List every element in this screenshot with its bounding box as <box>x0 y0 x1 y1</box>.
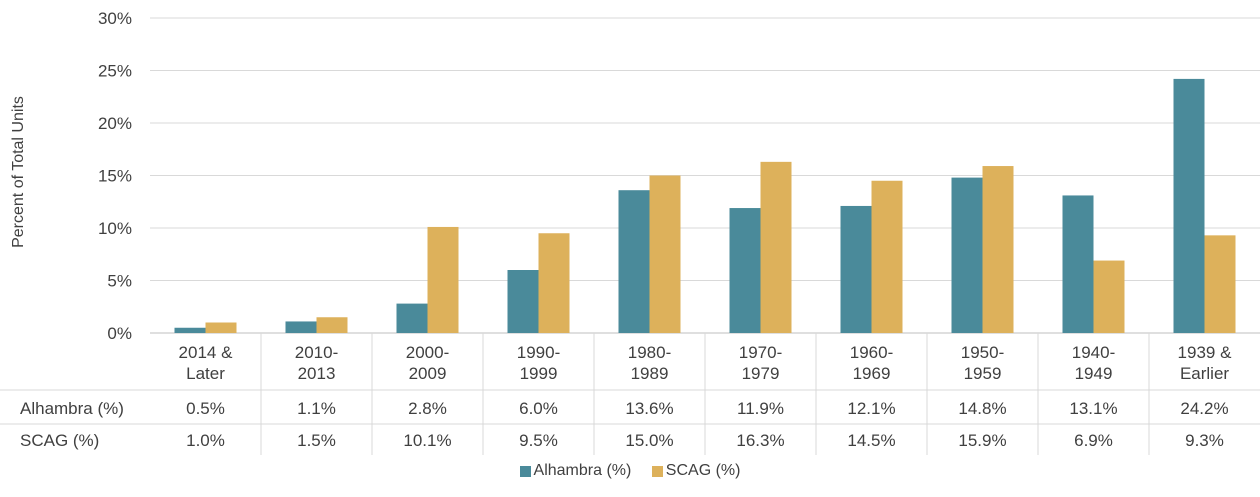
data-label: 2.8% <box>408 399 447 418</box>
x-tick-label: 1960- <box>850 343 893 362</box>
data-label: 9.5% <box>519 431 558 450</box>
bar-alhambra <box>840 205 872 333</box>
bars <box>174 78 1236 334</box>
bar-alhambra <box>1062 195 1094 333</box>
legend: Alhambra (%) SCAG (%) <box>0 462 1260 482</box>
y-tick-label: 30% <box>98 9 132 28</box>
x-tick-label: Earlier <box>1180 364 1229 383</box>
y-tick-label: 15% <box>98 167 132 186</box>
data-label: 24.2% <box>1180 399 1228 418</box>
x-tick-label: 1979 <box>742 364 780 383</box>
bar-scag <box>316 317 348 333</box>
x-tick-label: 2000- <box>406 343 449 362</box>
legend-swatch-scag <box>651 465 663 477</box>
x-tick-label: 1990- <box>517 343 560 362</box>
gridlines <box>150 17 1260 334</box>
data-label: 15.0% <box>625 431 673 450</box>
data-label: 0.5% <box>186 399 225 418</box>
y-tick-label: 25% <box>98 62 132 81</box>
x-tick-label: 1950- <box>961 343 1004 362</box>
data-label: 13.1% <box>1069 399 1117 418</box>
y-tick-label: 10% <box>98 219 132 238</box>
legend-item-scag: SCAG (%) <box>651 462 741 480</box>
y-axis-ticks: 0% 5% 10% 15% 20% 25% 30% <box>98 9 132 343</box>
data-label: 1.0% <box>186 431 225 450</box>
bar-scag <box>427 226 459 333</box>
x-tick-label: 2014 & <box>179 343 234 362</box>
chart: 0% 5% 10% 15% 20% 25% 30% Percent of Total Uni… <box>0 9 1260 455</box>
y-tick-label: 5% <box>107 272 132 291</box>
data-label: 6.0% <box>519 399 558 418</box>
y-tick-label: 0% <box>107 324 132 343</box>
table-row-label: SCAG (%) <box>20 431 99 450</box>
bar-scag <box>982 166 1014 333</box>
bar-scag <box>538 233 570 333</box>
legend-label-alhambra: Alhambra (%) <box>533 462 632 479</box>
bar-alhambra <box>507 270 539 333</box>
data-label: 1.1% <box>297 399 336 418</box>
bar-alhambra <box>396 303 428 333</box>
x-tick-label: 1939 & <box>1178 343 1233 362</box>
bar-alhambra <box>618 190 650 333</box>
bar-alhambra <box>729 208 761 333</box>
bar-alhambra <box>174 327 206 333</box>
bar-alhambra <box>951 177 983 333</box>
bar-scag <box>760 161 792 333</box>
data-label: 6.9% <box>1074 431 1113 450</box>
bar-scag <box>871 180 903 333</box>
x-tick-label: 1970- <box>739 343 782 362</box>
x-tick-label: 1999 <box>520 364 558 383</box>
data-table: 2014 & Later 2010- 2013 2000- 2009 1990- 1999 19… <box>0 333 1260 455</box>
y-axis-label: Percent of Total Units <box>10 96 27 248</box>
x-tick-label: 1940- <box>1072 343 1115 362</box>
y-tick-label: 20% <box>98 114 132 133</box>
data-label: 10.1% <box>403 431 451 450</box>
x-tick-label: 1969 <box>853 364 891 383</box>
x-tick-label: 2009 <box>409 364 447 383</box>
table-row-label: Alhambra (%) <box>20 399 124 418</box>
x-tick-label: 1980- <box>628 343 671 362</box>
data-label: 14.5% <box>847 431 895 450</box>
x-tick-label: 1959 <box>964 364 1002 383</box>
x-tick-label: 1949 <box>1075 364 1113 383</box>
legend-label-scag: SCAG (%) <box>665 462 741 479</box>
bar-scag <box>649 175 681 333</box>
legend-swatch-alhambra <box>519 465 531 477</box>
data-label: 1.5% <box>297 431 336 450</box>
x-tick-label: Later <box>186 364 225 383</box>
bar-scag <box>1204 235 1236 333</box>
data-label: 15.9% <box>958 431 1006 450</box>
data-label: 9.3% <box>1185 431 1224 450</box>
bar-alhambra <box>1173 78 1205 334</box>
x-tick-label: 1989 <box>631 364 669 383</box>
x-tick-label: 2010- <box>295 343 338 362</box>
data-label: 11.9% <box>737 399 784 418</box>
bar-scag <box>1093 260 1125 333</box>
legend-item-alhambra: Alhambra (%) <box>519 462 632 480</box>
data-label: 16.3% <box>736 431 784 450</box>
bar-alhambra <box>285 321 317 333</box>
data-label: 14.8% <box>958 399 1006 418</box>
data-label: 13.6% <box>625 399 673 418</box>
bar-scag <box>205 322 237 333</box>
x-tick-label: 2013 <box>298 364 336 383</box>
data-label: 12.1% <box>847 399 895 418</box>
